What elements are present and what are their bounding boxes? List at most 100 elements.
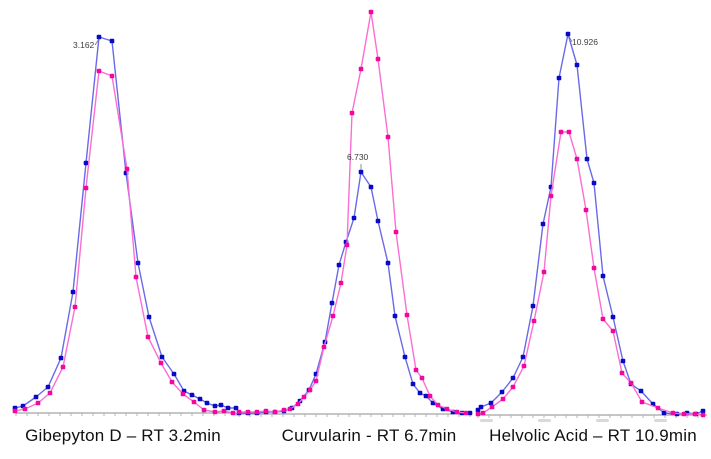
trace-blue-marker (520, 354, 526, 360)
trace-magenta-marker (35, 400, 41, 406)
trace-magenta-marker (344, 242, 350, 248)
trace-magenta-marker (368, 9, 374, 15)
peak-rt-label-curvularin: 6.730 (347, 152, 369, 162)
trace-magenta-marker (169, 379, 175, 385)
trace-magenta-marker (83, 185, 89, 191)
trace-magenta-marker (330, 313, 336, 319)
trace-blue-marker (556, 75, 562, 81)
trace-blue-marker (375, 218, 381, 224)
trace-blue-marker (499, 389, 505, 395)
trace-blue-marker (620, 358, 626, 364)
trace-blue-marker (430, 400, 436, 406)
trace-blue-line (238, 171, 471, 414)
trace-blue-marker (225, 405, 231, 411)
trace-magenta-marker (619, 370, 625, 376)
trace-magenta-marker (96, 68, 102, 74)
trace-blue-marker (96, 34, 102, 40)
trace-magenta-line (14, 70, 234, 414)
trace-blue-marker (392, 313, 398, 319)
trace-blue-marker (204, 400, 210, 406)
trace-magenta-marker (236, 409, 242, 415)
trace-blue-marker (218, 402, 224, 408)
trace-magenta-marker (385, 134, 391, 140)
trace-blue-marker (584, 156, 590, 162)
trace-blue-marker (574, 62, 580, 68)
trace-blue-marker (159, 354, 165, 360)
trace-blue-marker (58, 355, 64, 361)
trace-blue-line (14, 36, 237, 409)
trace-magenta-marker (230, 410, 236, 416)
trace-magenta-marker (307, 387, 313, 393)
trace-blue-marker (233, 405, 239, 411)
trace-magenta-marker (435, 402, 441, 408)
trace-magenta-marker (254, 409, 260, 415)
trace-magenta-marker (375, 56, 381, 62)
trace-blue-marker (368, 184, 374, 190)
trace-magenta-markers (475, 129, 706, 418)
trace-magenta-marker (212, 409, 218, 415)
trace-magenta-marker (158, 360, 164, 366)
trace-magenta-marker (639, 399, 645, 405)
peak-section-0 (12, 34, 239, 416)
trace-blue-marker (212, 403, 218, 409)
trace-magenta-marker (480, 410, 486, 416)
trace-magenta-marker (692, 411, 698, 417)
peak-rt-label-helvolic: 10.926 (572, 37, 598, 47)
trace-magenta-marker (287, 406, 293, 412)
trace-blue-marker (351, 215, 357, 221)
trace-blue-marker (385, 260, 391, 266)
trace-magenta-marker (548, 193, 554, 199)
trace-magenta-marker (489, 404, 495, 410)
trace-blue-marker (423, 393, 429, 399)
trace-blue-marker (83, 160, 89, 166)
annotation-leader-line (94, 38, 100, 46)
faint-tick-label (654, 419, 667, 422)
trace-blue-marker (700, 408, 706, 414)
trace-magenta-marker (201, 407, 207, 413)
trace-magenta-marker (566, 129, 572, 135)
trace-magenta-marker (610, 328, 616, 334)
trace-blue-marker (540, 221, 546, 227)
trace-magenta-marker (191, 399, 197, 405)
trace-magenta-marker (109, 73, 115, 79)
trace-blue-marker (402, 354, 408, 360)
trace-blue-marker (488, 400, 494, 406)
trace-blue-markers (12, 34, 239, 411)
trace-magenta-marker (444, 406, 450, 412)
trace-magenta-marker (521, 363, 527, 369)
trace-magenta-marker (541, 269, 547, 275)
trace-blue-marker (329, 300, 335, 306)
faint-tick-label (538, 419, 551, 422)
trace-blue-marker (135, 260, 141, 266)
trace-magenta-marker (295, 401, 301, 407)
trace-magenta-marker (500, 396, 506, 402)
trace-magenta-marker (475, 411, 481, 417)
trace-magenta-marker (272, 409, 278, 415)
trace-magenta-marker (133, 274, 139, 280)
trace-blue-marker (510, 375, 516, 381)
trace-blue-marker (467, 410, 473, 416)
annotation-leader-line (568, 35, 573, 43)
trace-blue-marker (336, 262, 342, 268)
peak-rt-label-gibepyton: 3.162 (73, 40, 95, 50)
caption-helvolic-acid: Helvolic Acid – RT 10.9min (489, 426, 697, 445)
trace-blue-marker (197, 396, 203, 402)
trace-magenta-marker (263, 408, 269, 414)
trace-magenta-marker (12, 408, 18, 414)
trace-magenta-marker (558, 129, 564, 135)
trace-magenta-marker (591, 265, 597, 271)
trace-magenta-marker (124, 166, 130, 172)
trace-magenta-markers (12, 68, 236, 416)
trace-magenta-marker (700, 412, 706, 418)
trace-magenta-marker (313, 378, 319, 384)
trace-magenta-marker (301, 394, 307, 400)
trace-blue-marker (45, 384, 51, 390)
trace-blue-marker (358, 169, 364, 175)
trace-blue-marker (610, 314, 616, 320)
faint-tick-label (480, 419, 493, 422)
caption-curvularin: Curvularin - RT 6.7min (281, 426, 457, 445)
trace-magenta-marker (670, 410, 676, 416)
trace-magenta-marker (574, 156, 580, 162)
trace-magenta-line (477, 131, 704, 416)
